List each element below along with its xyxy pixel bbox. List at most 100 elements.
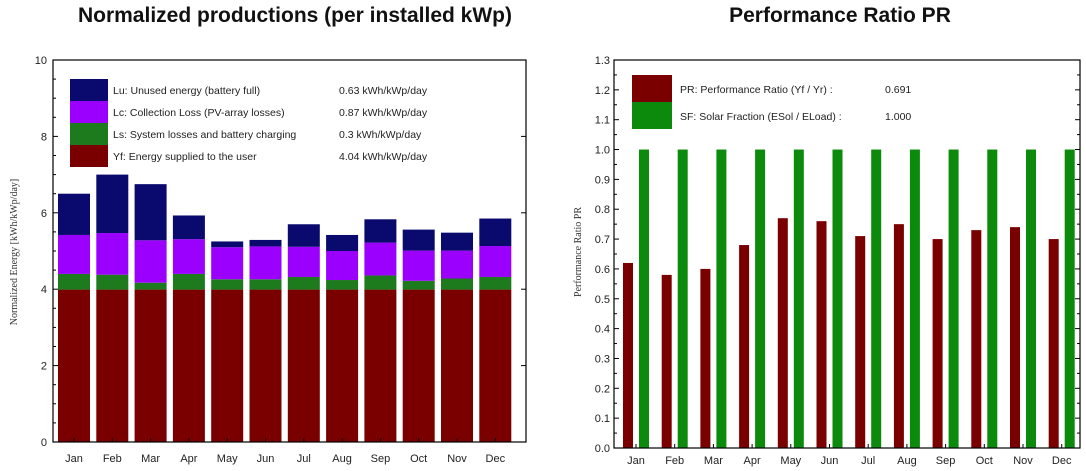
chart2-ytick-label: 0.0 bbox=[595, 443, 610, 455]
chart1-bar-sep-s1 bbox=[364, 275, 397, 290]
chart2-xtick-label: Feb bbox=[665, 455, 684, 467]
chart1-legend-swatch-3 bbox=[70, 79, 108, 101]
chart2-bar-may-s0 bbox=[777, 218, 788, 448]
chart1-bar-jul-s2 bbox=[287, 246, 320, 277]
chart2-bar-mar-s0 bbox=[700, 268, 711, 448]
chart1-bar-nov-s3 bbox=[441, 232, 473, 251]
chart2-bar-oct-s1 bbox=[987, 149, 998, 449]
chart1-ytick-label: 4 bbox=[41, 284, 47, 296]
chart1-bar-jan-s2 bbox=[58, 234, 90, 274]
chart1-bar-jul-s3 bbox=[287, 224, 320, 247]
chart1-bar-aug-s3 bbox=[326, 234, 359, 251]
chart2-ytick-label: 0.2 bbox=[595, 383, 610, 395]
chart1-bar-jul-s1 bbox=[287, 276, 320, 290]
chart2-ylabel: Performance Ratio PR bbox=[573, 207, 584, 297]
chart2-bar-jan-s1 bbox=[639, 149, 649, 449]
chart1-bar-nov-s0 bbox=[441, 289, 473, 442]
chart2-bar-dec-s1 bbox=[1064, 149, 1075, 449]
chart1-bar-oct-s0 bbox=[402, 289, 435, 442]
chart1-xtick-label: Sep bbox=[371, 453, 391, 465]
chart2-legend-value-1: 1.000 bbox=[885, 111, 911, 123]
chart2-bar-feb-s1 bbox=[677, 149, 688, 449]
chart2-bar-jul-s0 bbox=[855, 236, 866, 448]
chart2-bar-dec-s0 bbox=[1048, 239, 1059, 448]
chart1-xtick-label: May bbox=[217, 453, 238, 465]
chart1-bar-apr-s3 bbox=[172, 215, 205, 240]
chart1-ytick-label: 0 bbox=[41, 437, 47, 449]
chart1-bar-sep-s0 bbox=[364, 289, 397, 442]
chart1-bar-nov-s2 bbox=[441, 250, 473, 279]
chart1-bar-feb-s0 bbox=[96, 289, 129, 442]
chart1-bar-dec-s0 bbox=[479, 289, 512, 442]
chart1-bar-jan-s1 bbox=[58, 273, 90, 290]
chart1-bar-mar-s3 bbox=[134, 184, 167, 241]
chart1-bar-may-s3 bbox=[211, 241, 244, 248]
chart1-bar-oct-s3 bbox=[402, 229, 435, 251]
chart1-bar-mar-s0 bbox=[134, 289, 167, 442]
chart1-bar-jun-s2 bbox=[249, 246, 282, 280]
chart2-bar-apr-s1 bbox=[755, 149, 766, 449]
chart2-legend-label-1: SF: Solar Fraction (ESol / ELoad) : bbox=[680, 111, 842, 123]
chart2-ytick-label: 1.1 bbox=[595, 115, 610, 127]
chart1-bar-jan-s3 bbox=[58, 193, 90, 235]
chart2-bar-jun-s0 bbox=[816, 221, 827, 448]
chart1-bar-jun-s0 bbox=[249, 289, 282, 442]
chart1-bar-dec-s1 bbox=[479, 276, 512, 290]
chart1-ytick-label: 2 bbox=[41, 361, 47, 373]
chart1-bar-oct-s1 bbox=[402, 280, 435, 290]
chart1-bar-nov-s1 bbox=[441, 278, 473, 290]
chart2-bar-aug-s1 bbox=[909, 149, 920, 449]
chart2-bar-sep-s1 bbox=[948, 149, 959, 449]
chart1-ytick-label: 10 bbox=[35, 55, 47, 67]
chart1-legend-swatch-0 bbox=[70, 145, 108, 167]
chart1-title: Normalized productions (per installed kW… bbox=[77, 4, 513, 27]
chart1-legend-value-3: 0.63 kWh/kWp/day bbox=[339, 85, 428, 97]
chart1-bar-sep-s2 bbox=[364, 242, 397, 276]
chart1-bar-aug-s2 bbox=[326, 251, 359, 281]
chart1-bar-may-s0 bbox=[211, 289, 244, 442]
chart1-bar-feb-s2 bbox=[96, 233, 129, 275]
chart2-xtick-label: Mar bbox=[704, 455, 723, 467]
chart1-xtick-label: Jun bbox=[257, 453, 275, 465]
chart2-xtick-label: Dec bbox=[1052, 455, 1072, 467]
chart1-ytick-label: 6 bbox=[41, 208, 47, 220]
chart2-xtick-label: Sep bbox=[936, 455, 956, 467]
chart1-legend-value-2: 0.87 kWh/kWp/day bbox=[339, 107, 428, 119]
chart2-bar-sep-s0 bbox=[932, 239, 943, 448]
chart2-ytick-label: 1.2 bbox=[595, 85, 610, 97]
chart2-xtick-label: Jun bbox=[821, 455, 839, 467]
chart1-bar-feb-s3 bbox=[96, 174, 129, 234]
chart2-legend-value-0: 0.691 bbox=[885, 84, 911, 96]
chart1-legend-swatch-2 bbox=[70, 101, 108, 123]
chart1-xtick-label: Jan bbox=[65, 453, 83, 465]
chart2-ytick-label: 0.1 bbox=[595, 413, 610, 425]
chart1-bar-jul-s0 bbox=[287, 289, 320, 442]
chart1-legend-value-0: 4.04 kWh/kWp/day bbox=[339, 151, 428, 163]
chart2-title: Performance Ratio PR bbox=[729, 4, 951, 27]
chart2-legend-label-0: PR: Performance Ratio (Yf / Yr) : bbox=[680, 84, 833, 96]
chart2-ytick-label: 1.0 bbox=[595, 145, 610, 157]
chart1-bar-sep-s3 bbox=[364, 219, 397, 243]
chart1-ytick-label: 8 bbox=[41, 131, 47, 143]
chart1-legend-label-1: Ls: System losses and battery charging bbox=[113, 129, 296, 141]
chart1-legend-label-2: Lc: Collection Loss (PV-array losses) bbox=[113, 107, 285, 119]
chart2-ytick-label: 0.6 bbox=[595, 264, 610, 276]
chart2-xtick-label: May bbox=[780, 455, 801, 467]
chart1-legend-value-1: 0.3 kWh/kWp/day bbox=[339, 129, 422, 141]
chart1-bar-may-s2 bbox=[211, 247, 244, 280]
chart2-bar-may-s1 bbox=[793, 149, 804, 449]
chart2-ytick-label: 1.3 bbox=[595, 55, 610, 67]
chart1-bar-may-s1 bbox=[211, 279, 244, 290]
chart1-bar-aug-s1 bbox=[326, 280, 359, 290]
chart1-xtick-label: Oct bbox=[410, 453, 427, 465]
chart1-xtick-label: Aug bbox=[332, 453, 352, 465]
chart1-bar-apr-s2 bbox=[172, 239, 205, 274]
chart2-bar-nov-s1 bbox=[1026, 149, 1036, 449]
chart2-xtick-label: Oct bbox=[976, 455, 993, 467]
chart2-legend-swatch-1 bbox=[632, 102, 672, 129]
chart2-bar-mar-s1 bbox=[716, 149, 727, 449]
chart2-bar-feb-s0 bbox=[661, 274, 672, 448]
chart2-bar-nov-s0 bbox=[1010, 227, 1020, 448]
chart1-bar-mar-s1 bbox=[134, 282, 167, 290]
chart1-bar-oct-s2 bbox=[402, 250, 435, 281]
